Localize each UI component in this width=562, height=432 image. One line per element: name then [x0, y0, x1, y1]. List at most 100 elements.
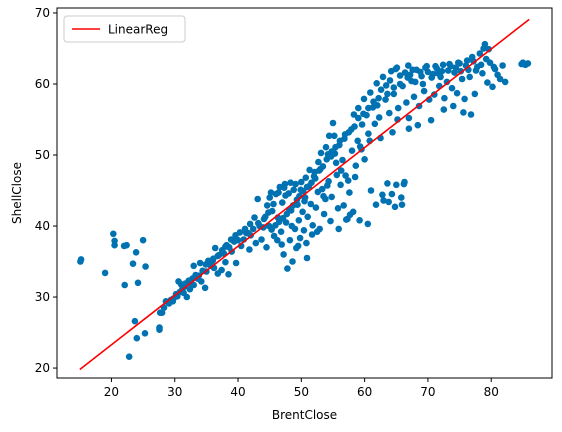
scatter-point — [223, 241, 230, 249]
scatter-point — [218, 246, 226, 254]
scatter-point — [325, 132, 333, 140]
scatter-point — [280, 184, 288, 191]
scatter-point — [499, 62, 506, 69]
scatter-point — [354, 137, 362, 145]
scatter-point — [452, 64, 460, 71]
scatter-point — [470, 58, 477, 65]
scatter-point — [129, 260, 137, 268]
scatter-point — [396, 72, 404, 79]
x-tick-label: 40 — [230, 385, 245, 399]
scatter-point — [263, 244, 270, 251]
scatter-point — [365, 130, 372, 137]
scatter-point — [480, 45, 487, 52]
scatter-point — [461, 95, 468, 103]
y-tick-label: 20 — [35, 361, 50, 375]
scatter-point — [327, 217, 334, 225]
scatter-point — [398, 201, 406, 208]
scatter-point — [301, 197, 308, 205]
scatter-point — [448, 84, 456, 92]
scatter-point — [142, 263, 149, 270]
scatter-point — [390, 84, 398, 91]
scatter-point — [352, 162, 360, 169]
scatter-point — [455, 59, 462, 66]
scatter-point — [334, 205, 342, 212]
scatter-point — [246, 220, 254, 228]
scatter-point — [447, 62, 455, 70]
scatter-point — [410, 93, 418, 101]
scatter-point — [375, 94, 382, 102]
scatter-point — [299, 208, 306, 216]
scatter-point — [432, 62, 439, 70]
plot-frame — [56, 7, 553, 379]
scatter-point — [367, 89, 374, 96]
scatter-point — [275, 189, 282, 196]
scatter-point — [467, 111, 475, 118]
scatter-point — [471, 90, 479, 98]
scatter-point — [283, 210, 291, 218]
scatter-points — [77, 40, 532, 361]
scatter-point — [382, 96, 389, 103]
x-tick-label: 30 — [167, 385, 182, 399]
scatter-point — [391, 203, 399, 211]
scatter-point — [339, 156, 346, 164]
scatter-point — [393, 64, 401, 71]
scatter-point — [227, 236, 235, 243]
scatter-point — [377, 86, 385, 93]
scatter-point — [308, 179, 315, 186]
scatter-point — [365, 104, 372, 112]
scatter-point — [198, 278, 205, 285]
scatter-point — [315, 167, 323, 174]
scatter-point — [384, 90, 391, 98]
scatter-point — [466, 73, 474, 81]
scatter-point — [156, 324, 163, 331]
scatter-point — [346, 189, 353, 196]
regression-line-layer — [79, 18, 530, 371]
scatter-point — [258, 236, 265, 243]
scatter-point — [320, 192, 327, 200]
scatter-point — [412, 78, 419, 86]
scatter-point — [496, 75, 504, 83]
scatter-point — [398, 194, 405, 201]
scatter-point — [427, 116, 435, 124]
scatter-point — [332, 159, 340, 167]
scatter-point — [156, 309, 164, 317]
scatter-point — [312, 204, 320, 211]
scatter-point — [266, 194, 274, 201]
scatter-point — [225, 271, 232, 278]
scatter-point — [403, 99, 410, 106]
y-tick-label: 70 — [35, 6, 50, 20]
scatter-point — [342, 172, 349, 179]
scatter-point — [299, 187, 307, 195]
scatter-point — [131, 317, 139, 325]
scatter-point — [139, 236, 147, 244]
scatter-point — [386, 109, 393, 117]
scatter-point — [306, 166, 313, 174]
scatter-point — [322, 143, 330, 151]
scatter-point — [337, 167, 345, 174]
scatter-point — [380, 197, 387, 204]
scatter-point — [287, 179, 294, 186]
regression-line — [79, 18, 530, 371]
scatter-point — [101, 269, 109, 277]
scatter-point — [358, 121, 366, 128]
scatter-point — [364, 220, 372, 228]
scatter-point — [356, 217, 363, 224]
scatter-point — [308, 231, 316, 238]
scatter-point — [167, 296, 175, 304]
scatter-point — [484, 79, 491, 86]
scatter-point — [393, 181, 400, 189]
scatter-point — [336, 137, 344, 145]
scatter-point — [489, 83, 496, 91]
scatter-point — [260, 215, 268, 223]
scatter-point — [417, 68, 424, 76]
y-tick-label: 60 — [35, 77, 50, 91]
scatter-point — [300, 227, 308, 234]
scatter-point — [367, 187, 375, 194]
scatter-point — [265, 209, 272, 216]
scatter-point — [268, 226, 275, 233]
scatter-point — [344, 177, 352, 184]
scatter-point — [201, 284, 209, 292]
scatter-point — [405, 114, 413, 122]
scatter-point — [284, 265, 291, 272]
scatter-point — [443, 78, 451, 86]
